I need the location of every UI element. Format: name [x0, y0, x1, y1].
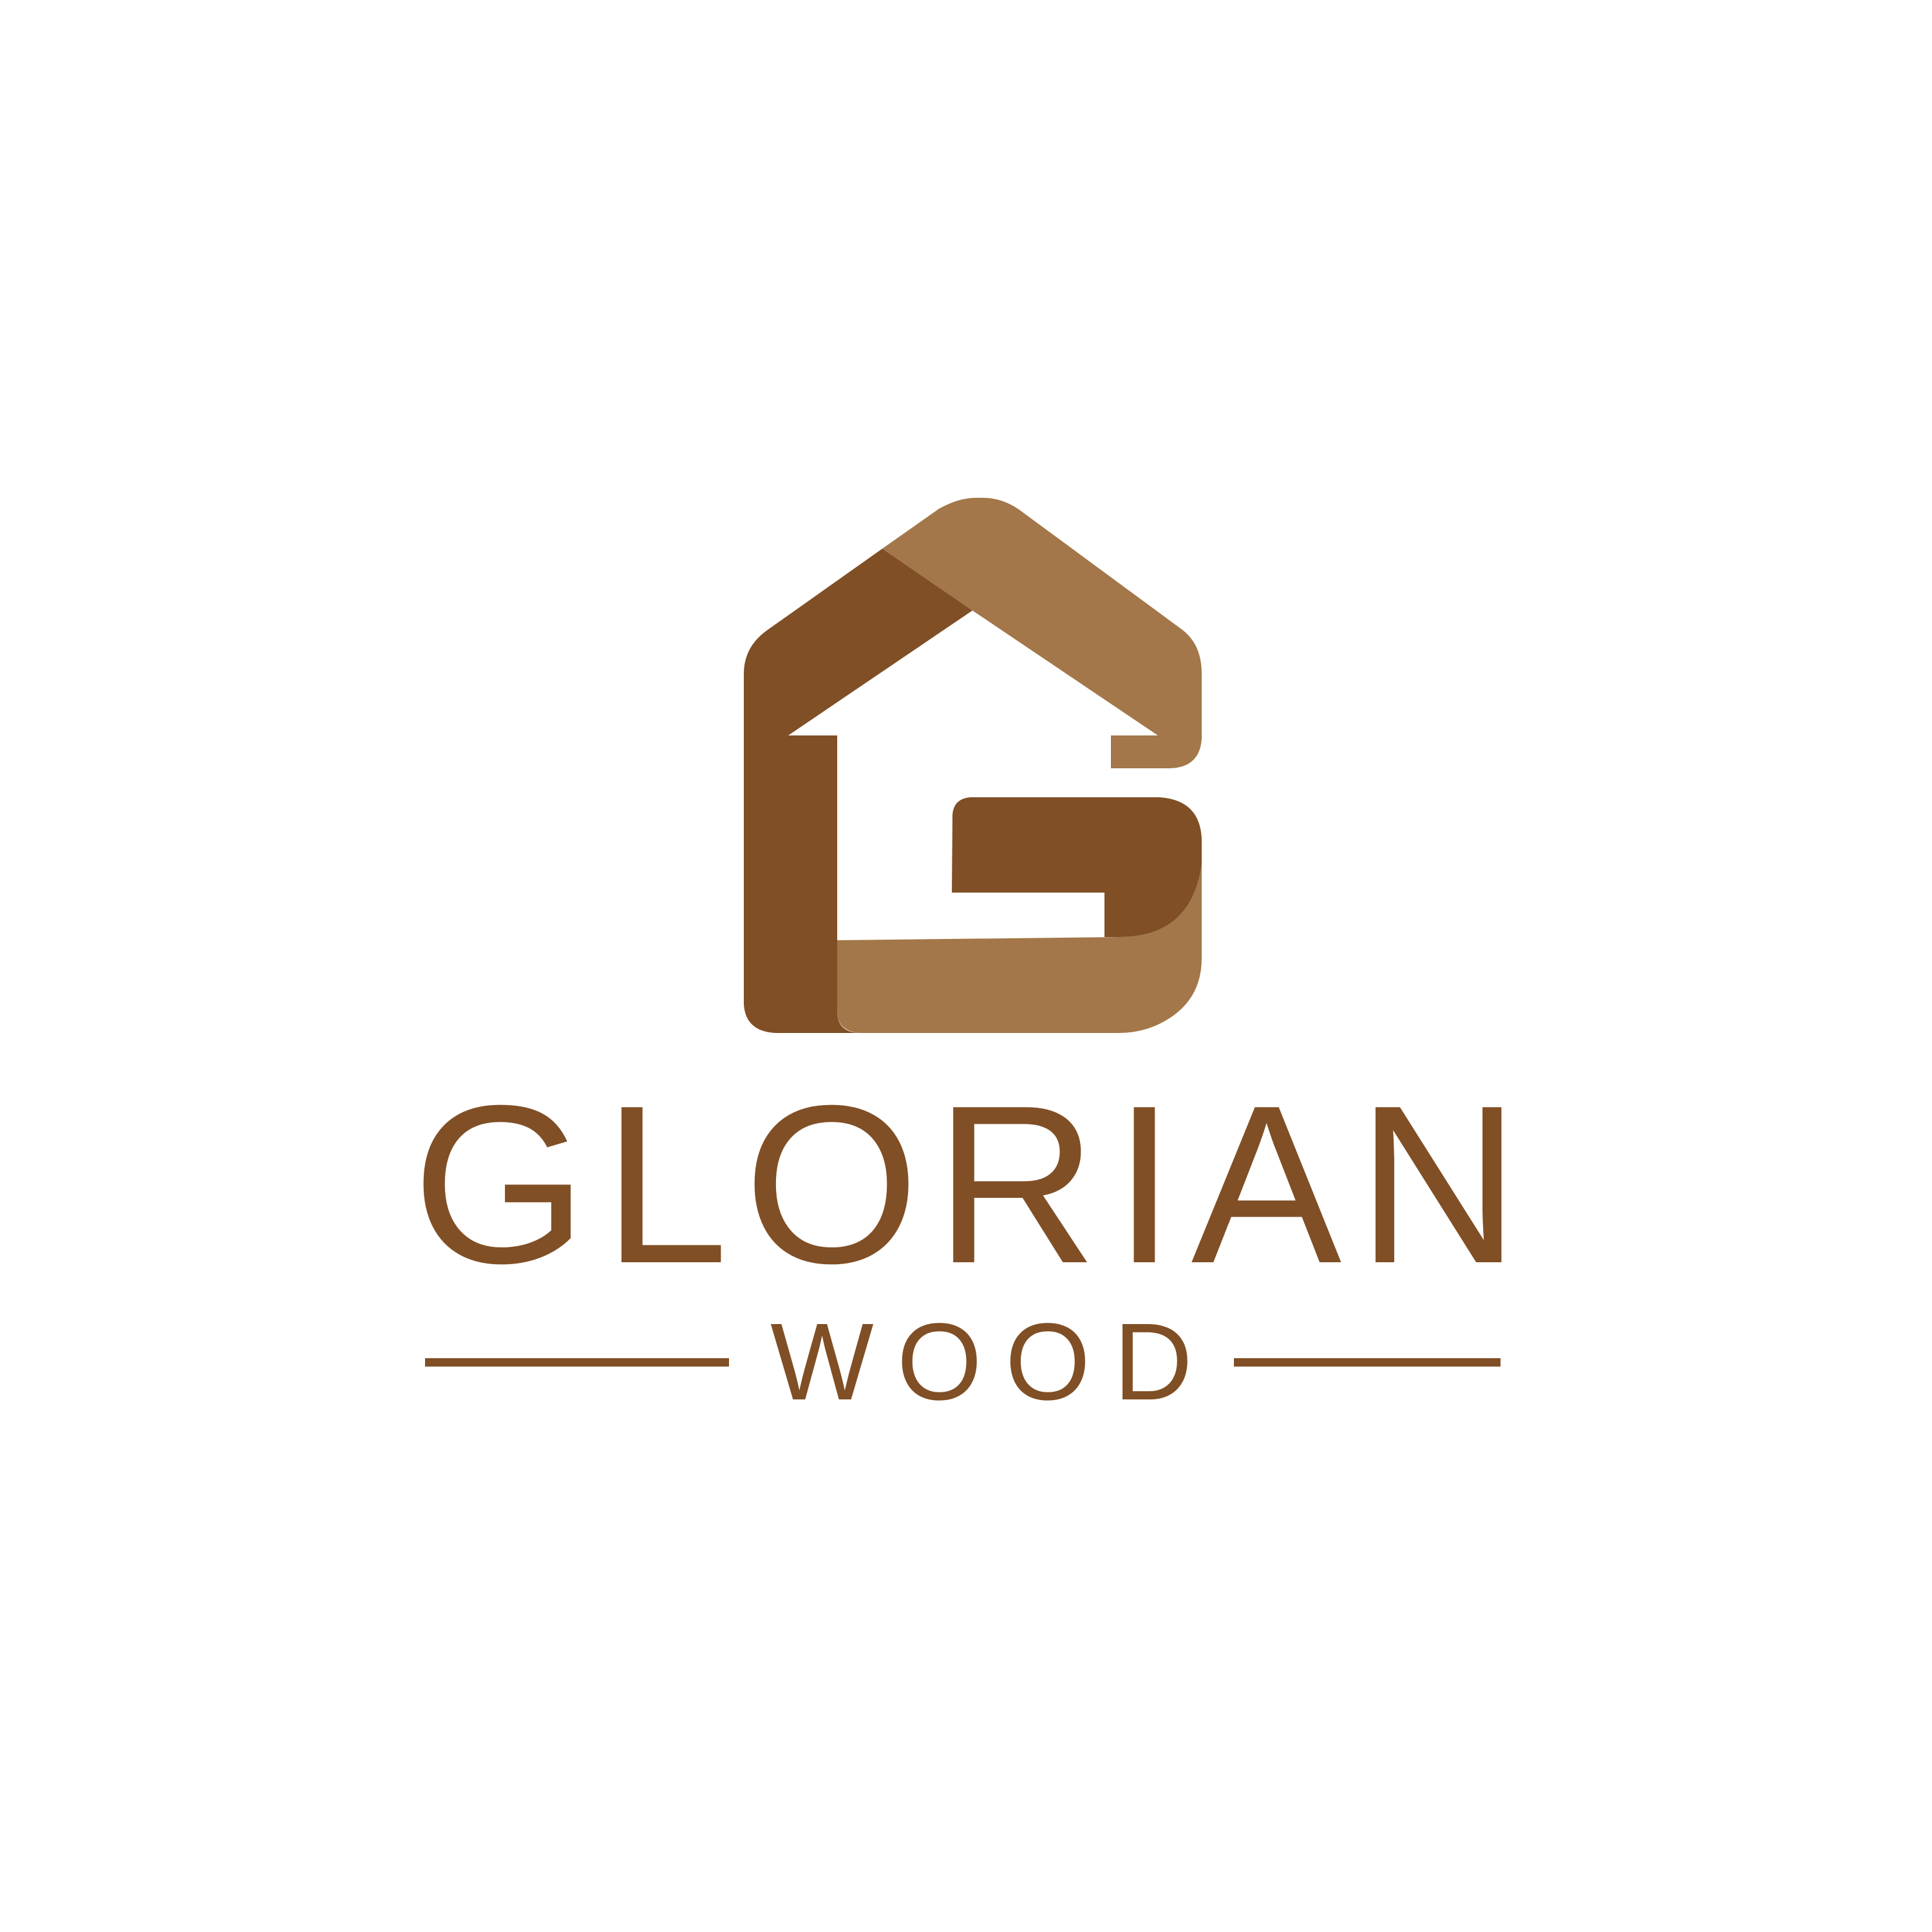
brand-letter-i: I: [1113, 1059, 1176, 1311]
bottom-bar: [837, 864, 1202, 1033]
right-divider-line: [1234, 1358, 1501, 1367]
brand-letter-n: N: [1357, 1059, 1520, 1311]
brand-letter-g: G: [412, 1059, 588, 1311]
tagline: WOOD: [770, 1301, 1216, 1423]
brand-letter-l: L: [603, 1059, 728, 1311]
brand-letter-r: R: [934, 1059, 1098, 1311]
brand-letter-o: O: [744, 1059, 920, 1311]
g-crossbar: [952, 797, 1202, 937]
roof-left-panel: [744, 549, 972, 735]
tagline-row: WOOD: [425, 1307, 1501, 1417]
roof-right-panel: [882, 497, 1202, 735]
left-divider-line: [425, 1358, 729, 1367]
right-tab: [1111, 735, 1202, 768]
brand-letter-a: A: [1191, 1059, 1342, 1311]
brand-name: G L O R I A N: [412, 1072, 1520, 1298]
left-wall: [744, 735, 858, 1033]
